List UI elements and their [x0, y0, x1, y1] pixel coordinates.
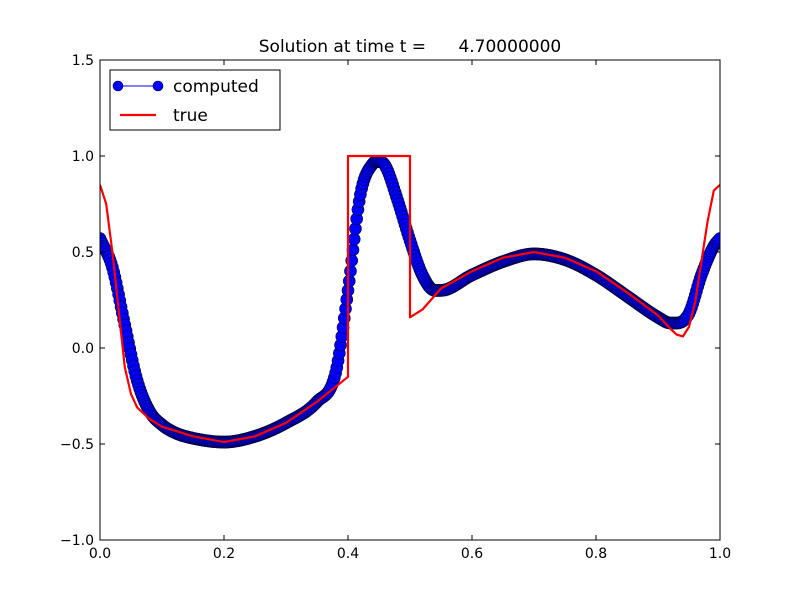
- y-tick-label: 0.0: [72, 341, 94, 357]
- axes-frame: [99, 59, 721, 541]
- legend-label-true: true: [173, 106, 208, 126]
- series-true: [100, 154, 720, 444]
- x-tick-label: 0.8: [585, 546, 607, 562]
- plot-area: [100, 154, 720, 449]
- y-tick-label: 1.5: [72, 53, 94, 69]
- x-tick-label: 0.4: [337, 546, 359, 562]
- computed-point: [344, 264, 357, 278]
- x-tick-label: 0.2: [213, 546, 235, 562]
- computed-point: [713, 232, 720, 245]
- y-tick-label: −0.5: [60, 437, 94, 453]
- y-tick-label: 0.5: [72, 245, 94, 261]
- computed-point: [347, 232, 361, 246]
- legend-computed-marker: [112, 80, 124, 92]
- y-tick-label: −1.0: [60, 533, 94, 549]
- x-tick-label: 0.6: [461, 546, 483, 562]
- x-tick-label: 0.0: [89, 546, 111, 562]
- x-tick-label: 1.0: [709, 546, 731, 562]
- chart-title: Solution at time t = 4.70000000: [259, 37, 561, 57]
- legend-computed-marker: [152, 80, 164, 92]
- y-tick-label: 1.0: [72, 149, 94, 165]
- legend-box: [109, 69, 281, 131]
- legend-label-computed: computed: [173, 77, 259, 97]
- legend: computed true: [109, 69, 281, 131]
- axis-ticks: 0.0 0.2 0.4 0.6 0.8 1.0 −1.0 −0.5 0.0 0.5 1.0 1.5: [60, 53, 731, 562]
